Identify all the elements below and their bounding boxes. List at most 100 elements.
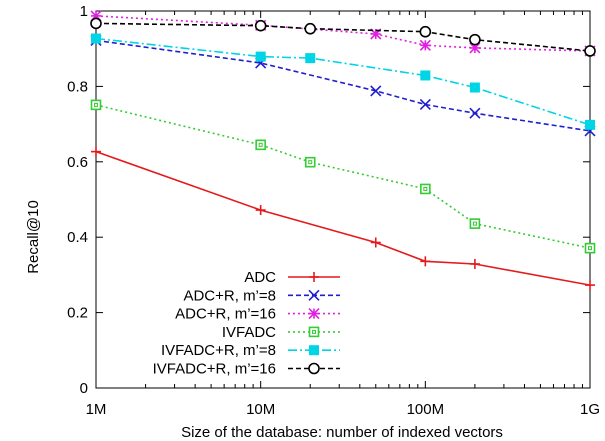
data-point [585, 119, 595, 130]
data-point [304, 22, 317, 35]
legend-label: ADC [244, 269, 276, 286]
marker-shape [305, 53, 316, 64]
marker-shape [469, 82, 480, 93]
data-point [255, 51, 266, 62]
marker-stroke [308, 289, 320, 301]
data-point [304, 156, 316, 168]
legend-marker [309, 272, 319, 282]
y-tick-label: 0.2 [67, 305, 88, 322]
series-4 [91, 33, 595, 130]
y-tick-label: 0.8 [67, 78, 88, 95]
data-point [90, 17, 102, 30]
data-point [255, 205, 266, 216]
marker-shape [304, 22, 317, 35]
legend-marker [309, 345, 319, 356]
data-point [419, 39, 431, 51]
series-0 [91, 146, 595, 291]
data-point [469, 33, 481, 46]
marker-shape [584, 45, 596, 57]
axes: 0 0.2 0.4 0.6 0.8 1 1M 10M 100M 1G [67, 3, 600, 418]
legend-marker [308, 362, 320, 375]
data-point [584, 242, 596, 254]
data-point [370, 237, 381, 248]
series-line [95, 15, 591, 52]
marker-shape [585, 119, 595, 130]
legend-label: ADC+R, m’=16 [175, 306, 276, 323]
y-tick-label: 1 [80, 3, 88, 20]
series-line [95, 104, 591, 249]
marker-stroke [419, 98, 431, 111]
data-point [419, 25, 432, 38]
legend-entry: IVFADC+R, m’=16 [153, 361, 340, 378]
x-tick-label: 1G [580, 401, 600, 418]
series-line [95, 150, 591, 286]
legend-entry: ADC [244, 269, 340, 286]
marker-shape [312, 329, 316, 334]
x-tick-label: 1M [86, 401, 107, 418]
legend-label: ADC+R, m’=8 [183, 287, 276, 304]
legend-label: IVFADC [222, 324, 276, 341]
marker-stroke [469, 107, 481, 119]
marker-shape [308, 362, 320, 375]
series-line [95, 22, 591, 52]
marker-shape [94, 102, 98, 107]
marker-stroke [370, 85, 382, 97]
legend-entry: IVFADC [222, 324, 340, 341]
marker-shape [472, 221, 477, 226]
marker-shape [308, 160, 313, 165]
marker-stroke [419, 39, 431, 51]
data-point [469, 82, 480, 93]
series-5 [90, 17, 596, 57]
data-point [584, 45, 596, 57]
marker-stroke [308, 308, 320, 320]
marker-shape [254, 19, 267, 32]
marker-shape [304, 156, 316, 168]
marker-shape [309, 345, 319, 356]
plot-frame [95, 10, 591, 389]
y-tick-label: 0.4 [67, 229, 88, 246]
marker-shape [420, 183, 431, 195]
marker-shape [469, 218, 481, 229]
data-point [420, 256, 431, 267]
legend-label: IVFADC+R, m’=8 [161, 342, 276, 359]
data-point [90, 99, 102, 111]
x-tick-label: 100M [407, 401, 445, 418]
marker-shape [255, 139, 266, 151]
marker-shape [258, 142, 263, 147]
marker-shape [584, 242, 596, 254]
data-point [585, 280, 595, 291]
legend-marker [308, 289, 320, 301]
series-line [95, 37, 591, 126]
marker-shape [308, 326, 320, 338]
series-layer [90, 10, 596, 291]
series-3 [90, 99, 596, 254]
marker-shape [420, 70, 431, 81]
legend-marker [308, 308, 320, 320]
legend-entry: IVFADC+R, m’=8 [161, 342, 340, 359]
data-point [370, 85, 382, 97]
x-tick-label: 10M [246, 401, 275, 418]
data-point [469, 218, 481, 229]
x-axis-title: Size of the database: number of indexed … [181, 424, 503, 441]
legend-entry: ADC+R, m’=8 [183, 287, 340, 304]
marker-shape [91, 33, 101, 44]
data-point [469, 258, 480, 269]
marker-shape [588, 246, 592, 251]
marker-shape [90, 99, 102, 111]
data-point [254, 19, 267, 32]
data-point [469, 107, 481, 119]
data-point [419, 98, 431, 111]
marker-shape [469, 33, 481, 46]
series-1 [90, 34, 596, 137]
data-point [469, 42, 481, 54]
legend-marker [308, 326, 320, 338]
data-point [91, 146, 101, 157]
y-tick-label: 0 [80, 380, 88, 397]
marker-stroke [469, 42, 481, 54]
marker-shape [423, 186, 428, 191]
data-point [305, 53, 316, 64]
data-point [255, 139, 266, 151]
data-point [420, 70, 431, 81]
